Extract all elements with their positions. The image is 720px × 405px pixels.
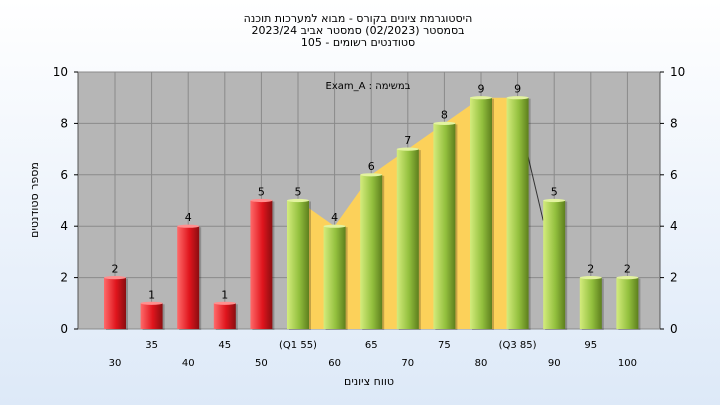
bar-value-label: 6 xyxy=(368,160,375,173)
x-tick-label: 60 xyxy=(328,358,341,369)
bar-top xyxy=(579,276,602,280)
bar-value-label: 5 xyxy=(258,186,265,199)
bar xyxy=(323,226,346,329)
bar xyxy=(213,303,236,329)
bar xyxy=(287,200,309,329)
chart-title: היסטוגרמת ציונים בקורס - מבוא למערכות תו… xyxy=(244,12,473,49)
bar-top xyxy=(250,198,273,203)
bar-top xyxy=(616,276,639,280)
bar xyxy=(470,97,492,329)
value-labels: 2 1 4 1 5 5 4 6 7 8 9 9 5 2 2 xyxy=(112,83,631,302)
x-tick-label: 70 xyxy=(401,358,414,369)
bar xyxy=(360,174,383,329)
bar-top xyxy=(360,173,383,177)
bars xyxy=(104,96,641,331)
x-tick-label: 80 xyxy=(475,358,488,369)
bar-top xyxy=(506,96,529,100)
bar xyxy=(616,277,639,329)
title-line-1: היסטוגרמת ציונים בקורס - מבוא למערכות תו… xyxy=(244,12,473,25)
x-tick-label: (Q1 55) xyxy=(279,340,317,351)
bar-top xyxy=(543,198,566,203)
bar-value-label: 7 xyxy=(404,134,411,147)
bar-top xyxy=(470,96,492,100)
bar-top xyxy=(323,224,346,228)
y-tick-label: 10 xyxy=(53,65,68,79)
bar xyxy=(433,123,456,330)
y-right-tick-label: 2 xyxy=(670,271,678,285)
x-tick-label: 35 xyxy=(145,340,158,351)
x-tick-label: 45 xyxy=(218,340,231,351)
bar-value-label: 9 xyxy=(478,83,485,96)
title-line-2: בסמסטר (02/2023) סמסטר אביב 2023/24 xyxy=(251,24,464,37)
bar-value-label: 4 xyxy=(331,211,338,224)
bar-value-label: 5 xyxy=(295,186,302,199)
y-right-tick-label: 6 xyxy=(670,168,678,182)
bar-value-label: 1 xyxy=(221,288,228,301)
x-tick-label: 40 xyxy=(182,358,195,369)
y-right-tick-label: 4 xyxy=(670,219,678,233)
bar-value-label: 2 xyxy=(112,263,119,276)
bar-top xyxy=(104,276,126,280)
bar-top xyxy=(213,301,236,305)
bar xyxy=(579,277,602,329)
y-axis-label: מספר סטודנטים xyxy=(28,162,41,238)
x-tick-label: 50 xyxy=(255,358,268,369)
x-axis-label: טווח ציונים xyxy=(344,375,394,388)
bar-value-label: 9 xyxy=(514,83,521,96)
bar-value-label: 8 xyxy=(441,108,448,121)
y-tick-label: 0 xyxy=(60,322,68,336)
bar-value-label: 5 xyxy=(551,186,558,199)
x-tick-label: 75 xyxy=(438,340,451,351)
bar-top xyxy=(177,224,200,228)
title-line-3: סטודנטים רשומים - 105 xyxy=(301,36,415,49)
bar xyxy=(250,200,273,329)
y-axis-ticks: 0 2 4 6 8 10 xyxy=(53,65,78,336)
bar-value-label: 4 xyxy=(185,211,192,224)
bar xyxy=(543,200,566,329)
bar xyxy=(104,277,126,329)
bar xyxy=(140,303,163,329)
y-right-tick-label: 10 xyxy=(670,65,685,79)
x-tick-label: 90 xyxy=(548,358,561,369)
chart-annotation: Exam_A : במשימה xyxy=(326,81,411,92)
x-tick-label: (Q3 85) xyxy=(499,340,537,351)
bar xyxy=(177,226,200,329)
bar-top xyxy=(287,198,309,203)
y-axis-right-ticks: 0 2 4 6 8 10 xyxy=(660,65,685,336)
x-tick-label: 65 xyxy=(365,340,378,351)
y-tick-label: 6 xyxy=(60,168,68,182)
bar-top xyxy=(433,121,456,125)
x-tick-label: 100 xyxy=(618,358,637,369)
x-tick-label: 95 xyxy=(584,340,597,351)
bar-value-label: 1 xyxy=(148,288,155,301)
y-tick-label: 4 xyxy=(60,219,68,233)
y-right-tick-label: 0 xyxy=(670,322,678,336)
x-axis-ticks: 30 35 40 45 50 (Q1 55) 60 65 70 75 80 (Q3 85) 90 95 10… xyxy=(109,340,637,369)
bar-value-label: 2 xyxy=(624,263,631,276)
bar-top xyxy=(140,301,163,305)
bar-value-label: 2 xyxy=(587,263,594,276)
x-tick-label: 30 xyxy=(109,358,122,369)
y-tick-label: 2 xyxy=(60,271,68,285)
bar-top xyxy=(396,147,419,151)
bar xyxy=(396,149,419,329)
y-tick-label: 8 xyxy=(60,116,68,130)
y-right-tick-label: 8 xyxy=(670,116,678,130)
bar xyxy=(506,97,529,329)
